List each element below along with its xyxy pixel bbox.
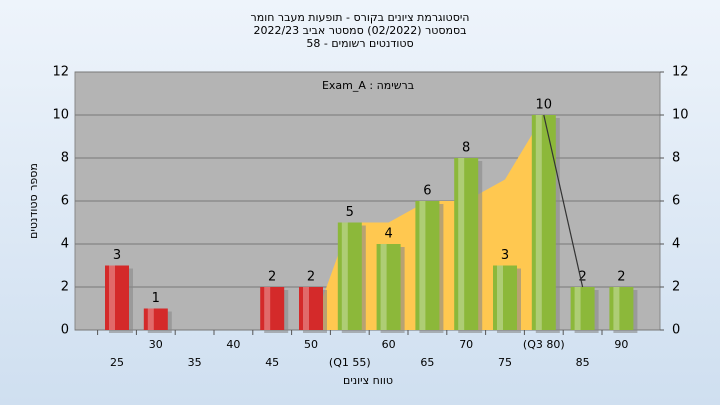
data-label: 2 [617,270,625,285]
y-tick-label: 4 [61,237,69,252]
bar [454,158,479,330]
data-label: 2 [268,270,276,285]
x-tick-label: 75 [498,356,512,369]
chart-subtitle: בסמסטר (02/2022) סמסטר אביב 2022/23 [253,24,466,37]
bar [531,115,556,330]
y-tick-label: 8 [61,151,69,166]
y2-tick-label: 0 [672,323,680,338]
y-tick-label: 2 [61,280,69,295]
data-label: 6 [423,184,431,199]
y2-tick-label: 8 [672,151,680,166]
bar-shine [497,265,503,330]
data-label: 4 [384,227,392,242]
y2-tick-label: 10 [672,108,689,123]
line [543,114,584,288]
x-tick-label: 40 [226,338,240,351]
data-label: 8 [462,141,470,156]
data-label: 3 [501,248,509,263]
bar [105,265,129,330]
x-tick-label: 50 [304,338,318,351]
x-tick-label: 35 [188,356,202,369]
x-tick-label: 25 [110,356,124,369]
x-tick-label: 65 [420,356,434,369]
y2-tick-label: 12 [672,65,689,80]
data-label: 2 [578,270,586,285]
data-label: 10 [536,98,553,113]
bar-shine [264,287,271,330]
bar [609,287,634,330]
bar [493,265,517,330]
annotation: Exam_A : ברשימה [322,79,414,92]
bar-shine [341,222,348,330]
data-label: 3 [113,248,121,263]
bar-shine [380,244,387,330]
bar [337,222,362,330]
x-tick-label: 30 [149,338,163,351]
bar-shine [535,115,542,330]
y2-tick-label: 4 [672,237,680,252]
bar [570,287,595,330]
bar-shine [303,287,309,330]
data-label: 1 [152,291,160,306]
bar [299,287,323,330]
chart-title: היסטוגרמת ציונים בקורס - תופעות מעבר חומ… [251,11,470,24]
y-tick-label: 6 [61,194,69,209]
y2-tick-label: 2 [672,280,680,295]
bar [143,308,168,330]
bar [376,244,401,330]
x-tick-label: 90 [614,338,628,351]
bar-shine [458,158,465,330]
y2-tick-label: 6 [672,194,680,209]
y-tick-label: 0 [61,323,69,338]
data-label: 2 [307,270,315,285]
bar-shine [574,287,581,330]
x-tick-label: (Q1 55) [329,356,371,369]
bar-shine [109,265,115,330]
bar-shine [147,308,154,330]
y-tick-label: 12 [52,65,69,80]
y-tick-label: 10 [52,108,69,123]
data-label: 5 [346,205,354,220]
x-tick-label: 70 [459,338,473,351]
x-tick-label: (Q3 80) [523,338,565,351]
x-tick-label: 60 [382,338,396,351]
bar [260,287,285,330]
x-tick-label: 85 [576,356,590,369]
bar-shine [419,201,426,330]
x-axis-label: טווח ציונים [343,374,393,387]
chart-subtitle: סטודנטים רשומים - 58 [306,37,413,50]
bar [415,201,440,330]
y-axis-label: מספר סטודנטים [27,163,40,239]
bar-shine [613,287,620,330]
x-tick-label: 45 [265,356,279,369]
